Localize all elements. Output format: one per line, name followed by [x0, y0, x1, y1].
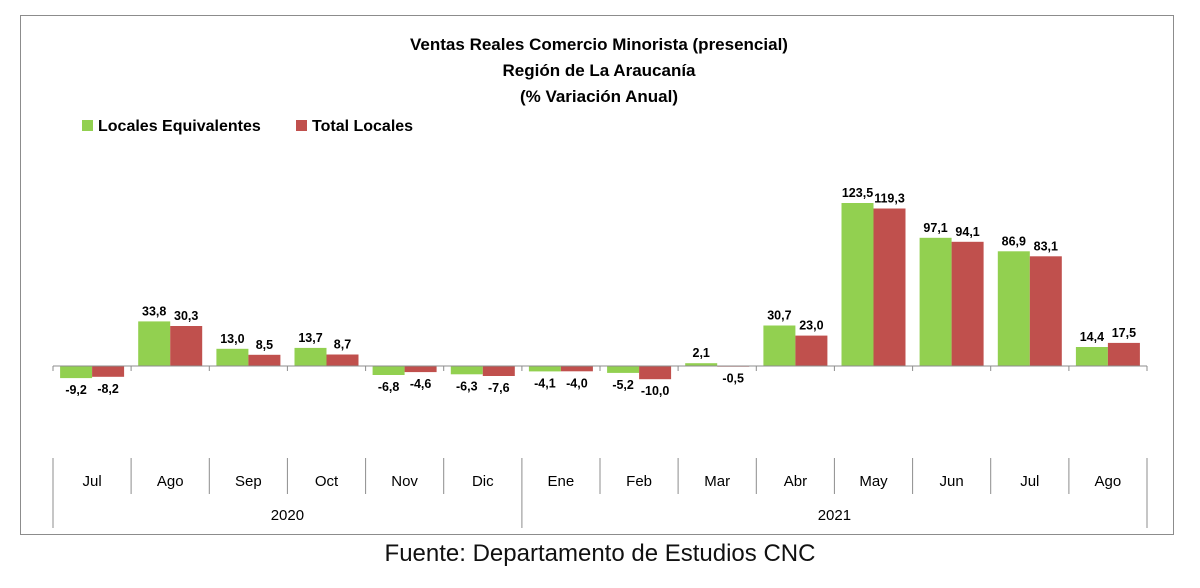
bar-total-locales-10	[795, 335, 828, 366]
bar-chart: Ventas Reales Comercio Minorista (presen…	[52, 35, 1148, 528]
legend-swatch-locales-equivalentes	[82, 120, 93, 131]
data-label-locales-equivalentes-10: 30,7	[767, 309, 791, 323]
source-caption: Fuente: Departamento de Estudios CNC	[384, 540, 816, 567]
bar-total-locales-4	[326, 354, 359, 366]
bar-total-locales-12	[951, 241, 984, 366]
legend-label-locales-equivalentes: Locales Equivalentes	[98, 118, 261, 135]
bar-total-locales-6	[482, 366, 515, 376]
data-label-locales-equivalentes-6: -6,3	[456, 379, 478, 393]
data-label-total-locales-2: 30,3	[174, 309, 198, 323]
legend-label-total-locales: Total Locales	[312, 118, 413, 135]
data-label-locales-equivalentes-3: 13,0	[220, 332, 244, 346]
bar-locales-equivalentes-8	[607, 366, 640, 373]
bar-total-locales-2	[170, 326, 203, 366]
x-tick-label-4: Oct	[315, 473, 339, 490]
data-label-total-locales-14: 17,5	[1112, 326, 1136, 340]
data-label-locales-equivalentes-13: 86,9	[1002, 234, 1026, 248]
bar-locales-equivalentes-9	[685, 363, 718, 366]
data-label-locales-equivalentes-8: -5,2	[612, 378, 634, 392]
data-label-total-locales-9: -0,5	[722, 372, 744, 386]
x-tick-label-2: Ago	[157, 473, 184, 490]
data-label-locales-equivalentes-1: -9,2	[65, 383, 87, 397]
chart-title-line-3: (% Variación Anual)	[520, 87, 678, 106]
bar-total-locales-8	[639, 366, 672, 380]
bar-locales-equivalentes-12	[919, 237, 952, 366]
data-label-total-locales-1: -8,2	[97, 382, 119, 396]
bar-locales-equivalentes-6	[450, 366, 483, 375]
x-tick-label-5: Nov	[391, 473, 418, 490]
bar-locales-equivalentes-1	[60, 366, 93, 379]
category-axis: Jul Ago Sep Oct Nov Dic Ene Feb Mar Abr May Jun Jul A…	[52, 365, 1148, 528]
data-label-locales-equivalentes-12: 97,1	[923, 221, 947, 235]
chart-title-line-2: Región de La Araucanía	[502, 61, 696, 80]
x-tick-label-13: Jul	[1020, 473, 1039, 490]
bar-total-locales-3	[248, 354, 281, 366]
data-label-total-locales-3: 8,5	[256, 338, 273, 352]
data-label-total-locales-5: -4,6	[410, 377, 432, 391]
data-labels: -9,2 33,8 13,0 13,7 -6,8 -6,3 -4,1 -5,2 2,1 30,7 1…	[65, 186, 1136, 398]
legend: Locales Equivalentes Total Locales	[82, 118, 413, 135]
bar-locales-equivalentes-7	[528, 366, 561, 372]
x-tick-label-3: Sep	[235, 473, 262, 490]
bar-total-locales-14	[1107, 342, 1140, 366]
bar-locales-equivalentes-2	[138, 321, 171, 366]
bar-locales-equivalentes-3	[216, 348, 249, 366]
bar-locales-equivalentes-13	[997, 251, 1030, 366]
data-label-locales-equivalentes-7: -4,1	[534, 376, 556, 390]
x-tick-label-8: Feb	[626, 473, 652, 490]
x-tick-label-11: May	[859, 473, 888, 490]
data-label-total-locales-11: 119,3	[874, 192, 905, 206]
data-label-locales-equivalentes-2: 33,8	[142, 304, 166, 318]
x-tick-label-14: Ago	[1095, 473, 1122, 490]
data-label-total-locales-12: 94,1	[955, 225, 979, 239]
x-tick-label-12: Jun	[940, 473, 964, 490]
bar-locales-equivalentes-10	[763, 325, 796, 366]
data-label-total-locales-8: -10,0	[641, 384, 670, 398]
chart-title: Ventas Reales Comercio Minorista (presen…	[410, 35, 788, 106]
bar-total-locales-11	[873, 208, 906, 366]
chart-title-line-1: Ventas Reales Comercio Minorista (presen…	[410, 35, 788, 54]
bar-locales-equivalentes-4	[294, 347, 327, 366]
year-label-2021: 2021	[818, 507, 851, 524]
data-label-total-locales-4: 8,7	[334, 338, 351, 352]
x-tick-label-1: Jul	[83, 473, 102, 490]
data-label-locales-equivalentes-9: 2,1	[693, 346, 710, 360]
data-label-locales-equivalentes-4: 13,7	[298, 331, 322, 345]
legend-swatch-total-locales	[296, 120, 307, 131]
bar-total-locales-13	[1029, 256, 1062, 366]
x-tick-label-6: Dic	[472, 473, 494, 490]
chart-frame: Ventas Reales Comercio Minorista (presen…	[20, 15, 1174, 535]
bar-locales-equivalentes-14	[1075, 347, 1108, 366]
data-label-locales-equivalentes-11: 123,5	[842, 186, 873, 200]
x-tick-label-7: Ene	[548, 473, 575, 490]
data-label-total-locales-6: -7,6	[488, 381, 510, 395]
bars	[60, 203, 1140, 380]
bar-total-locales-5	[404, 366, 437, 373]
bar-locales-equivalentes-11	[841, 203, 874, 366]
data-label-total-locales-13: 83,1	[1034, 239, 1058, 253]
x-tick-label-10: Abr	[784, 473, 807, 490]
bar-total-locales-7	[560, 366, 593, 372]
bar-total-locales-1	[92, 366, 125, 377]
data-label-locales-equivalentes-5: -6,8	[378, 380, 400, 394]
data-label-total-locales-7: -4,0	[566, 376, 588, 390]
year-label-2020: 2020	[271, 507, 304, 524]
data-label-locales-equivalentes-14: 14,4	[1080, 330, 1104, 344]
bar-locales-equivalentes-5	[372, 366, 405, 375]
data-label-total-locales-10: 23,0	[799, 319, 823, 333]
x-tick-label-9: Mar	[704, 473, 730, 490]
